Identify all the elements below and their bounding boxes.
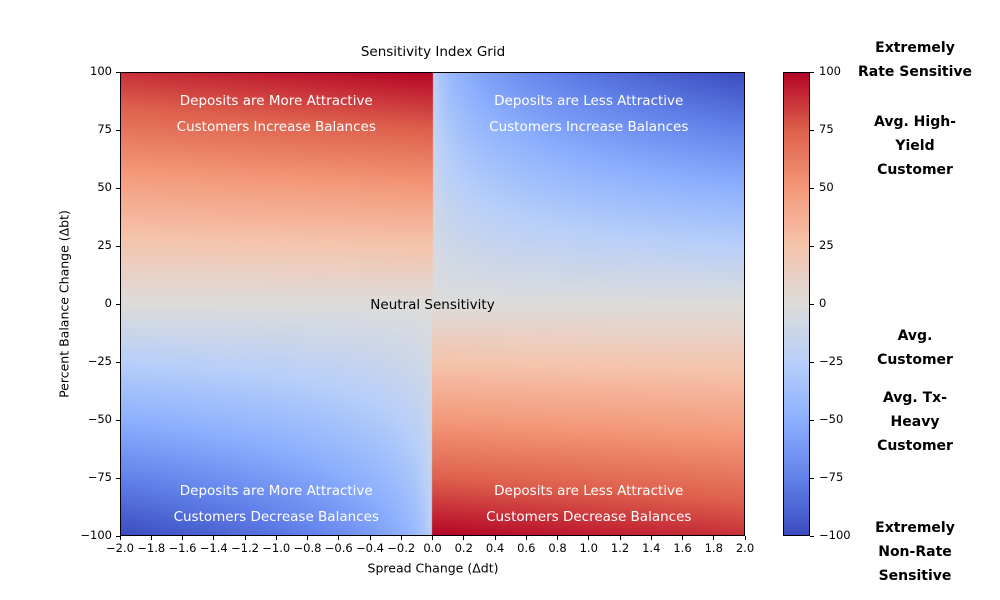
x-tick-label: −1.4 bbox=[199, 541, 228, 555]
colorbar-side-label-0: Extremely Rate Sensitive bbox=[857, 40, 973, 81]
annotation-quad-bottom-right: Deposits are Less Attractive Customers D… bbox=[486, 482, 692, 525]
colorbar-side-label-3: Avg. Tx- Heavy Customer bbox=[877, 390, 953, 455]
y-tick-label: 0 bbox=[104, 296, 112, 310]
y-tick-label: −100 bbox=[80, 528, 112, 542]
y-tick-label: 75 bbox=[97, 122, 112, 136]
x-tick-label: 1.0 bbox=[579, 541, 598, 555]
colorbar-tick-label: −50 bbox=[819, 412, 844, 426]
y-tick-mark bbox=[116, 303, 120, 305]
y-tick-mark bbox=[116, 129, 120, 131]
x-tick-mark bbox=[244, 536, 246, 540]
heatmap-canvas bbox=[120, 72, 745, 536]
x-tick-mark bbox=[588, 536, 590, 540]
y-tick-label: −50 bbox=[87, 412, 112, 426]
colorbar-tick-label: −25 bbox=[819, 354, 844, 368]
x-tick-mark bbox=[463, 536, 465, 540]
x-tick-mark bbox=[182, 536, 183, 540]
annotation-quad-top-left: Deposits are More Attractive Customers I… bbox=[176, 92, 376, 135]
x-tick-label: −0.4 bbox=[356, 541, 384, 555]
colorbar-tick-label: 75 bbox=[819, 122, 834, 136]
x-tick-label: −0.8 bbox=[293, 541, 322, 555]
y-tick-mark bbox=[116, 245, 120, 247]
x-tick-label: 1.2 bbox=[610, 541, 630, 555]
x-tick-label: 1.4 bbox=[642, 541, 661, 555]
x-tick-label: 0.0 bbox=[423, 541, 442, 555]
x-tick-mark bbox=[432, 536, 433, 540]
x-tick-mark bbox=[338, 536, 340, 540]
colorbar-side-label-1: Avg. High- Yield Customer bbox=[874, 114, 956, 179]
x-tick-label: −0.6 bbox=[324, 541, 353, 555]
y-tick-mark bbox=[116, 187, 120, 189]
x-tick-label: −1.6 bbox=[168, 541, 197, 555]
y-tick-mark bbox=[116, 535, 120, 537]
colorbar-side-label-4: Extremely Non-Rate Sensitive bbox=[875, 520, 955, 585]
y-tick-label: 50 bbox=[97, 180, 112, 194]
x-tick-mark bbox=[119, 536, 121, 540]
x-tick-mark bbox=[682, 536, 683, 540]
colorbar-tick-label: 25 bbox=[819, 238, 834, 252]
x-tick-label: −2.0 bbox=[106, 541, 134, 555]
colorbar-tick-mark bbox=[810, 419, 814, 421]
x-tick-mark bbox=[150, 536, 152, 540]
y-tick-label: 25 bbox=[97, 238, 112, 252]
colorbar-side-label-2: Avg. Customer bbox=[877, 328, 953, 369]
x-tick-label: 0.4 bbox=[485, 541, 505, 555]
y-tick-mark bbox=[116, 71, 120, 73]
y-tick-label: −75 bbox=[87, 470, 112, 484]
colorbar-tick-mark bbox=[810, 245, 814, 247]
x-tick-mark bbox=[275, 536, 277, 540]
x-tick-mark bbox=[619, 536, 621, 540]
annotation-quad-top-right: Deposits are Less Attractive Customers I… bbox=[489, 92, 689, 135]
x-tick-label: 1.6 bbox=[673, 541, 692, 555]
x-tick-label: −1.8 bbox=[137, 541, 166, 555]
x-tick-label: −0.2 bbox=[387, 541, 416, 555]
colorbar-tick-label: 0 bbox=[819, 296, 827, 310]
colorbar-tick-mark bbox=[810, 71, 814, 73]
colorbar-tick-mark bbox=[810, 361, 814, 363]
x-tick-label: 0.8 bbox=[548, 541, 567, 555]
x-tick-mark bbox=[213, 536, 215, 540]
x-tick-label: 1.8 bbox=[704, 541, 723, 555]
x-tick-mark bbox=[400, 536, 402, 540]
x-tick-label: 0.6 bbox=[517, 541, 536, 555]
annotation-quad-bottom-left: Deposits are More Attractive Customers D… bbox=[173, 482, 379, 525]
colorbar-tick-label: 50 bbox=[819, 180, 834, 194]
x-tick-label: −1.0 bbox=[262, 541, 291, 555]
colorbar-tick-mark bbox=[810, 535, 814, 537]
x-tick-mark bbox=[557, 536, 558, 540]
x-tick-mark bbox=[307, 536, 308, 540]
y-tick-mark bbox=[116, 361, 120, 363]
colorbar-canvas bbox=[783, 72, 810, 536]
x-tick-mark bbox=[494, 536, 496, 540]
x-tick-label: 0.2 bbox=[454, 541, 473, 555]
y-tick-label: 100 bbox=[90, 64, 112, 78]
colorbar-tick-label: −75 bbox=[819, 470, 844, 484]
x-tick-label: 2.0 bbox=[735, 541, 755, 555]
y-tick-mark bbox=[116, 477, 120, 479]
y-tick-label: −25 bbox=[87, 354, 112, 368]
x-tick-mark bbox=[744, 536, 746, 540]
y-tick-mark bbox=[116, 419, 120, 421]
colorbar-tick-mark bbox=[810, 129, 814, 131]
colorbar-tick-mark bbox=[810, 187, 814, 189]
x-tick-mark bbox=[650, 536, 652, 540]
x-tick-mark bbox=[525, 536, 527, 540]
chart-title: Sensitivity Index Grid bbox=[360, 44, 506, 60]
colorbar-tick-label: 100 bbox=[819, 64, 841, 78]
x-tick-mark bbox=[713, 536, 715, 540]
colorbar-tick-mark bbox=[810, 477, 814, 479]
colorbar-tick-mark bbox=[810, 303, 814, 305]
x-tick-mark bbox=[369, 536, 371, 540]
x-axis-label: Spread Change (Δdt) bbox=[367, 560, 499, 576]
y-axis-label: Percent Balance Change (Δbt) bbox=[56, 210, 72, 398]
colorbar-tick-label: −100 bbox=[819, 528, 851, 542]
x-tick-label: −1.2 bbox=[231, 541, 259, 555]
annotation-neutral-center: Neutral Sensitivity bbox=[370, 297, 495, 314]
